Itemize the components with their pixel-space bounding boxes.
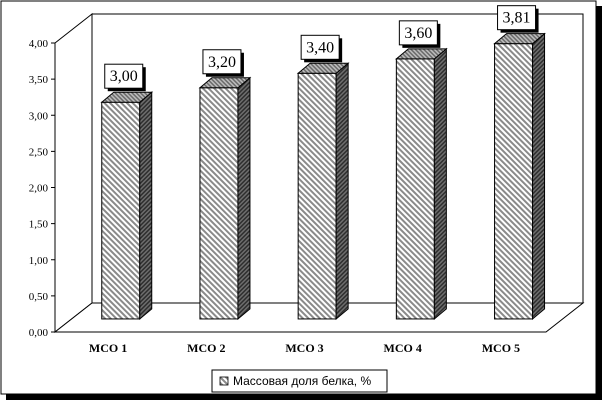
y-tick-label: 0,00 [29, 327, 49, 339]
legend-label: Массовая доля белка, % [233, 374, 371, 388]
bar-top-face [100, 91, 154, 103]
data-label-text: 3,40 [306, 39, 334, 56]
bar [394, 47, 448, 321]
data-label-box [497, 5, 537, 31]
bar-front-face [395, 58, 435, 320]
x-tick-label: МСО 3 [285, 341, 323, 355]
data-label-box [202, 49, 242, 75]
data-label-box [104, 63, 144, 89]
y-tick-label: 2,50 [29, 146, 49, 158]
bar [198, 76, 252, 321]
y-tick-label: 1,00 [29, 255, 49, 267]
data-label-text: 3,81 [503, 10, 531, 27]
data-label-text: 3,60 [404, 25, 432, 42]
y-tick-label: 2,00 [29, 183, 49, 195]
bar-top-face [493, 33, 546, 45]
x-tick-label: МСО 5 [482, 341, 520, 355]
data-label: 3,20 [202, 49, 244, 77]
y-tick-label: 0,50 [29, 291, 49, 303]
data-label: 3,81 [497, 5, 539, 33]
y-tick-label: 4,00 [29, 38, 49, 50]
data-label: 3,00 [104, 63, 146, 92]
bar [296, 62, 350, 321]
bar [493, 32, 546, 321]
bar-top-face [394, 48, 448, 60]
legend: Массовая доля белка, % [211, 369, 388, 393]
y-tick-label: 3,00 [29, 110, 49, 122]
y-tick-label: 1,50 [29, 219, 49, 231]
bar-front-face [297, 72, 337, 320]
bar-side-face [237, 76, 251, 321]
x-tick-label: МСО 4 [384, 341, 422, 355]
legend-swatch [219, 376, 229, 386]
data-label: 3,60 [398, 20, 441, 48]
data-label-text: 3,00 [110, 68, 138, 85]
y-tick-label: 3,50 [29, 74, 49, 86]
bar-front-face [101, 101, 141, 320]
plot-side-wall [54, 12, 93, 334]
bar-top-face [296, 62, 350, 74]
bar-top-face [198, 77, 252, 89]
bar-front-face [494, 43, 534, 320]
bar-side-face [335, 62, 349, 321]
bar-side-face [532, 32, 546, 321]
data-label-box [398, 20, 438, 46]
bar-front-face [199, 87, 239, 320]
bar [100, 91, 154, 321]
data-label-text: 3,20 [208, 54, 236, 71]
data-label-box [300, 34, 340, 60]
legend-box [211, 369, 388, 393]
data-label: 3,40 [300, 34, 343, 63]
x-tick-label: МСО 2 [187, 341, 225, 355]
bar-side-face [433, 47, 447, 321]
bar-side-face [139, 91, 153, 321]
x-tick-label: МСО 1 [89, 341, 127, 355]
